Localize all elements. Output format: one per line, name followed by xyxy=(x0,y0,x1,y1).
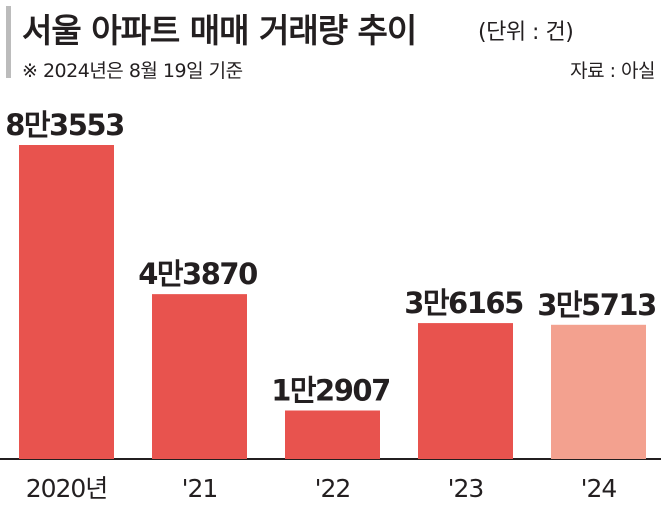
bar-3 xyxy=(418,323,513,459)
bar-1 xyxy=(152,294,247,459)
data-label-4: 3만5713 xyxy=(537,288,656,322)
unit-label: (단위 : 건) xyxy=(478,20,574,45)
x-tick-label-3: '23 xyxy=(448,474,484,503)
bar-0 xyxy=(19,145,114,459)
x-tick-label-1: '21 xyxy=(182,474,218,503)
data-label-0: 8만3553 xyxy=(5,108,124,142)
source-label: 자료 : 아실 xyxy=(570,60,655,82)
x-tick-label-4: '24 xyxy=(581,474,617,503)
bar-4 xyxy=(551,324,646,459)
title-accent-bar xyxy=(6,6,11,78)
data-label-2: 1만2907 xyxy=(271,373,390,407)
chart-title: 서울 아파트 매매 거래량 추이 xyxy=(22,11,417,50)
x-tick-label-0: 2020년 xyxy=(26,474,108,503)
data-label-1: 4만3870 xyxy=(138,257,257,291)
data-label-3: 3만6165 xyxy=(404,286,523,320)
x-tick-label-2: '22 xyxy=(315,474,351,503)
date-note: ※ 2024년은 8월 19일 기준 xyxy=(22,60,243,82)
bar-2 xyxy=(285,410,380,459)
